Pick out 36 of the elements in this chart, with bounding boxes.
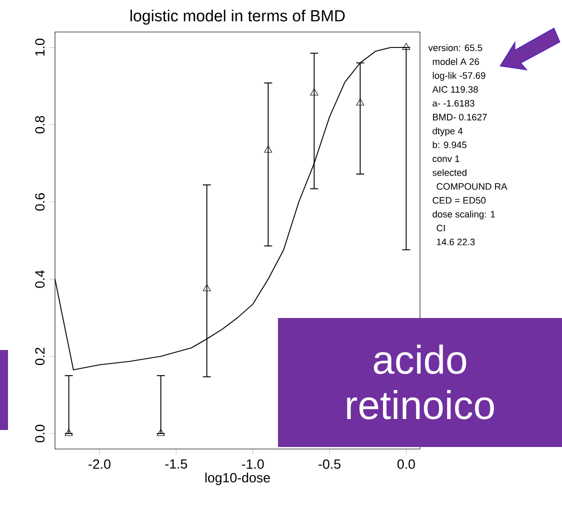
y-tick-label: 0.2 [35, 348, 45, 366]
text: conv 1 [432, 156, 460, 162]
point [202, 284, 211, 292]
x-tick-label: -2.0 [88, 459, 110, 469]
point [156, 429, 165, 436]
point [356, 98, 364, 106]
text: CED = ED50 [432, 197, 486, 204]
y-tick-label: 0.0 [35, 424, 45, 442]
y-tick-label: 1.0 [35, 38, 45, 56]
point [310, 88, 318, 96]
x-tick-label: -1.0 [242, 459, 264, 469]
point [264, 146, 272, 153]
x-tick-label: -1.5 [165, 459, 188, 469]
y-tick-label: 0.4 [35, 270, 45, 288]
x-tick-label: -0.5 [318, 459, 340, 469]
text: log-lik -57.69 [432, 72, 486, 81]
text: COMPOUND RA [436, 183, 508, 190]
annotation: acido retinoico [347, 344, 494, 420]
y-tick-label: 0.8 [35, 116, 45, 134]
text: 14.6 22.3 [436, 238, 475, 246]
x-axis-title: log10-dose [205, 472, 270, 486]
text: dose scaling: 1 [432, 210, 495, 220]
x-tick-label: 0.0 [397, 459, 415, 469]
text: b: 9.945 [432, 141, 466, 148]
text: a- -1.6183 [432, 100, 474, 107]
text: CI [436, 224, 445, 232]
text: selected [432, 169, 466, 176]
point [402, 42, 410, 50]
text: model A 26 [432, 58, 480, 65]
point [64, 429, 73, 436]
text: dtype 4 [432, 127, 463, 136]
text: AIC 119.38 [432, 86, 478, 93]
text: BMD- 0.1627 [433, 114, 487, 120]
y-tick-label: 0.6 [35, 193, 45, 211]
text: version: 65.5 [428, 44, 482, 52]
chart-title: logistic model in terms of BMD [130, 10, 345, 25]
